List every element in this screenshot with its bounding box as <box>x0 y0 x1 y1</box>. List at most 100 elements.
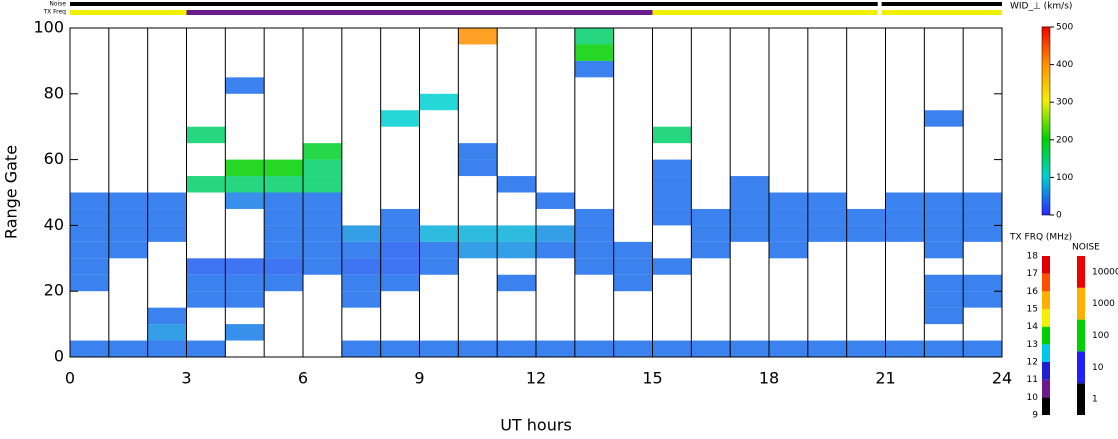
colorbar-swatch <box>1042 142 1050 146</box>
colorbar-swatch <box>1042 174 1050 178</box>
colorbar-label: 300 <box>1056 98 1073 108</box>
freq-label: 12 <box>1027 358 1038 368</box>
cell <box>924 110 964 127</box>
cell <box>341 274 381 292</box>
noise-scale-title: NOISE <box>1072 243 1100 253</box>
width-scale-title: WID_⊥ (km/s) <box>1010 2 1072 12</box>
cell <box>186 291 226 308</box>
freq-label: 15 <box>1027 305 1038 315</box>
colorbar-swatch <box>1042 30 1050 34</box>
freq-swatch <box>1042 273 1050 292</box>
freq-swatch <box>1042 379 1050 398</box>
cell <box>186 176 226 193</box>
cell <box>70 192 109 209</box>
freq-label: 14 <box>1027 322 1039 332</box>
colorbar-swatch <box>1042 84 1050 88</box>
cell <box>303 225 342 242</box>
cell <box>147 225 187 242</box>
freq-bar <box>70 10 187 15</box>
colorbar-swatch <box>1042 198 1050 202</box>
colorbar-swatch <box>1042 164 1050 168</box>
colorbar-swatch <box>1042 52 1050 56</box>
colorbar-swatch <box>1042 136 1050 140</box>
cell <box>846 225 886 242</box>
noise-label: Noise <box>49 1 66 8</box>
colorbar-swatch <box>1042 206 1050 210</box>
x-tick-label: 9 <box>414 369 424 388</box>
colorbar-swatch <box>1042 108 1050 112</box>
cell <box>264 258 303 275</box>
cell <box>108 208 148 226</box>
colorbar-label: 0 <box>1056 211 1062 221</box>
cell <box>846 208 886 226</box>
cell <box>419 225 459 242</box>
x-tick-label: 21 <box>875 369 895 388</box>
cell <box>264 159 303 177</box>
cell <box>924 241 964 259</box>
colorbar-swatch <box>1042 62 1050 66</box>
cell <box>147 324 187 341</box>
colorbar-swatch <box>1042 78 1050 82</box>
cell <box>380 340 420 357</box>
colorbar-swatch <box>1042 156 1050 160</box>
y-tick-label: 40 <box>44 215 64 234</box>
colorbar-swatch <box>1042 186 1050 190</box>
cell <box>885 340 925 357</box>
colorbar-swatch <box>1042 106 1050 110</box>
cell <box>147 307 187 325</box>
colorbar-swatch <box>1042 146 1050 150</box>
cell <box>963 225 1002 242</box>
cell <box>380 208 420 226</box>
cell <box>652 192 692 209</box>
colorbar-swatch <box>1042 116 1050 120</box>
cell <box>380 274 420 292</box>
noise-label: 1000 <box>1092 299 1115 309</box>
colorbar-swatch <box>1042 200 1050 204</box>
cell <box>303 143 342 160</box>
colorbar-swatch <box>1042 172 1050 176</box>
colorbar-swatch <box>1042 192 1050 196</box>
cell <box>652 208 692 226</box>
cell <box>108 192 148 209</box>
cell <box>963 208 1002 226</box>
colorbar-swatch <box>1042 124 1050 128</box>
cell <box>147 192 187 209</box>
cell <box>924 291 964 308</box>
cell <box>497 225 536 242</box>
noise-swatch <box>1077 319 1085 352</box>
freq-scale-title: TX FRQ (MHz) <box>1009 233 1072 243</box>
cell <box>924 274 964 292</box>
freq-label: 17 <box>1027 269 1038 279</box>
cell <box>963 274 1002 292</box>
colorbar-swatch <box>1042 74 1050 78</box>
cell <box>574 208 614 226</box>
cell <box>419 258 459 275</box>
cell <box>497 176 536 193</box>
colorbar-swatch <box>1042 144 1050 148</box>
colorbar-swatch <box>1042 66 1050 70</box>
cell <box>652 126 692 144</box>
colorbar-swatch <box>1042 104 1050 108</box>
colorbar-swatch <box>1042 98 1050 102</box>
cell <box>186 258 226 275</box>
cell <box>186 274 226 292</box>
cell <box>807 340 847 357</box>
colorbar-swatch <box>1042 118 1050 122</box>
cell <box>885 192 925 209</box>
cell <box>807 208 847 226</box>
cell <box>963 192 1002 209</box>
colorbar-swatch <box>1042 90 1050 94</box>
colorbar-label: 200 <box>1056 135 1073 145</box>
cell <box>691 340 731 357</box>
colorbar-swatch <box>1042 72 1050 76</box>
cell <box>341 340 381 357</box>
cell <box>691 225 731 242</box>
cell <box>924 208 964 226</box>
colorbar-swatch <box>1042 170 1050 174</box>
cell <box>225 258 265 275</box>
colorbar-swatch <box>1042 126 1050 130</box>
cell <box>108 241 148 259</box>
colorbar-swatch <box>1042 86 1050 90</box>
freq-label: 10 <box>1027 393 1039 403</box>
y-tick-label: 80 <box>44 83 64 102</box>
